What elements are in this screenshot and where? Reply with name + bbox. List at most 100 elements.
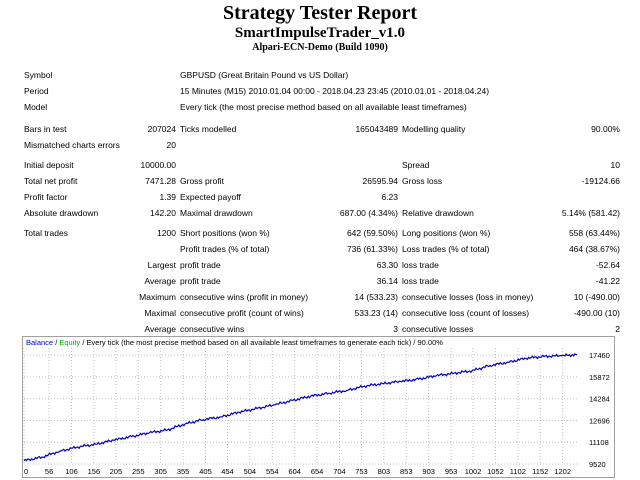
x-tick-label: 355 <box>177 467 190 476</box>
x-tick-label: 704 <box>333 467 346 476</box>
x-axis-ticks: 0 56 106 156 205 255 305 355 405 454 504 554 604 654 7… <box>24 467 571 476</box>
average-profit-label: profit trade <box>180 276 221 286</box>
profit-factor-value: 1.39 <box>159 192 176 202</box>
x-tick-label: 305 <box>154 467 167 476</box>
quality-value: 90.00% <box>591 124 620 134</box>
x-tick-label: 554 <box>266 467 279 476</box>
max-consecutive-loss-value: -490.00 (10) <box>573 308 620 318</box>
max-consecutive-wins-label: consecutive wins (profit in money) <box>180 292 309 302</box>
chart-frame <box>22 336 615 478</box>
server-build: Alpari-ECN-Demo (Build 1090) <box>252 42 388 53</box>
expected-payoff-value: 6.23 <box>381 192 398 202</box>
mismatch-value: 20 <box>166 140 176 150</box>
x-tick-label: 56 <box>45 467 53 476</box>
x-tick-label: 903 <box>422 467 435 476</box>
total-trades-label: Total trades <box>24 228 68 238</box>
x-tick-label: 1202 <box>554 467 571 476</box>
y-tick-label: 9520 <box>589 460 606 469</box>
model-label: Model <box>24 102 48 112</box>
period-label: Period <box>24 86 49 96</box>
report-title: Strategy Tester Report <box>222 2 418 24</box>
expected-payoff-label: Expected payoff <box>180 192 241 202</box>
short-positions-label: Short positions (won %) <box>180 228 270 238</box>
x-tick-label: 604 <box>288 467 301 476</box>
long-positions-label: Long positions (won %) <box>402 228 491 238</box>
x-tick-label: 1002 <box>465 467 482 476</box>
relative-drawdown-value: 5.14% (581.42) <box>561 208 620 218</box>
largest-loss-value: -52.64 <box>595 260 620 270</box>
symbol-value: GBPUSD (Great Britain Pound vs US Dollar… <box>180 70 349 80</box>
max-consecutive-profit-label: consecutive profit (count of wins) <box>180 308 304 318</box>
profit-trades-value: 736 (61.33%) <box>346 244 398 254</box>
y-tick-label: 12696 <box>589 416 610 425</box>
x-tick-label: 1152 <box>532 467 548 476</box>
maximal-drawdown-label: Maximal drawdown <box>180 208 253 218</box>
deposit-value: 10000.00 <box>140 160 176 170</box>
spread-label: Spread <box>402 160 430 170</box>
x-tick-label: 753 <box>355 467 368 476</box>
ticks-value: 165043489 <box>355 124 398 134</box>
average-loss-value: -41.22 <box>595 276 620 286</box>
max-consecutive-profit-value: 533.23 (14) <box>354 308 398 318</box>
avg-consecutive-losses-value: 2 <box>615 324 620 334</box>
model-value: Every tick (the most precise method base… <box>180 102 467 112</box>
y-tick-label: 15872 <box>589 373 610 382</box>
avg-consecutive-wins-label: consecutive wins <box>180 324 245 334</box>
legend-balance: Balance <box>26 338 53 347</box>
short-positions-value: 642 (59.50%) <box>346 228 398 238</box>
loss-trades-label: Loss trades (% of total) <box>402 244 490 254</box>
max-consecutive-losses-value: 10 (-490.00) <box>573 292 620 302</box>
bars-value: 207024 <box>147 124 176 134</box>
profit-trades-label: Profit trades (% of total) <box>180 244 270 254</box>
balance-chart: Balance / Equity / Every tick (the most … <box>22 336 615 478</box>
bars-label: Bars in test <box>24 124 67 134</box>
maximal-drawdown-value: 687.00 (4.34%) <box>339 208 398 218</box>
x-tick-label: 255 <box>132 467 145 476</box>
avg-consecutive-losses-label: consecutive losses <box>402 324 474 334</box>
average-label: Average <box>144 276 176 286</box>
largest-profit-label: profit trade <box>180 260 221 270</box>
ticks-label: Ticks modelled <box>180 124 237 134</box>
legend-equity: Equity <box>59 338 80 347</box>
loss-trades-value: 464 (38.67%) <box>568 244 620 254</box>
max-consecutive-losses-label: consecutive losses (loss in money) <box>402 292 534 302</box>
largest-label: Largest <box>147 260 176 270</box>
gross-loss-label: Gross loss <box>402 176 443 186</box>
y-tick-label: 11108 <box>589 438 609 447</box>
chart-legend: Balance / Equity / Every tick (the most … <box>26 338 443 347</box>
expert-name: SmartImpulseTrader_v1.0 <box>234 25 406 41</box>
x-tick-label: 504 <box>244 467 257 476</box>
average2-label: Average <box>144 324 176 334</box>
maximum-label: Maximum <box>139 292 176 302</box>
x-tick-label: 1102 <box>510 467 526 476</box>
largest-loss-label: loss trade <box>402 260 439 270</box>
gross-profit-value: 26595.94 <box>362 176 398 186</box>
gross-loss-value: -19124.66 <box>581 176 620 186</box>
mismatch-label: Mismatched charts errors <box>24 140 120 150</box>
average-profit-value: 36.14 <box>376 276 398 286</box>
symbol-label: Symbol <box>24 70 53 80</box>
total-trades-value: 1200 <box>157 228 176 238</box>
max-consecutive-loss-label: consecutive loss (count of losses) <box>402 308 530 318</box>
period-value: 15 Minutes (M15) 2010.01.04 00:00 - 2018… <box>180 86 490 96</box>
y-tick-label: 17460 <box>589 351 610 360</box>
x-tick-label: 654 <box>311 467 324 476</box>
x-tick-label: 205 <box>110 467 123 476</box>
quality-label: Modelling quality <box>402 124 466 134</box>
spread-value: 10 <box>610 160 620 170</box>
x-tick-label: 0 <box>24 467 28 476</box>
x-tick-label: 803 <box>378 467 391 476</box>
legend-description: / Every tick (the most precise method ba… <box>80 338 443 347</box>
relative-drawdown-label: Relative drawdown <box>402 208 474 218</box>
gross-profit-label: Gross profit <box>180 176 224 186</box>
x-tick-label: 106 <box>65 467 78 476</box>
net-profit-value: 7471.28 <box>145 176 176 186</box>
y-axis-ticks: 17460 15872 14284 12696 11108 9520 <box>589 351 610 469</box>
balance-chart-svg: Balance / Equity / Every tick (the most … <box>22 336 615 478</box>
largest-profit-value: 63.30 <box>376 260 398 270</box>
x-tick-label: 953 <box>445 467 458 476</box>
maximal-label: Maximal <box>144 308 176 318</box>
balance-line <box>23 352 578 462</box>
x-tick-label: 156 <box>88 467 101 476</box>
avg-consecutive-wins-value: 3 <box>393 324 398 334</box>
